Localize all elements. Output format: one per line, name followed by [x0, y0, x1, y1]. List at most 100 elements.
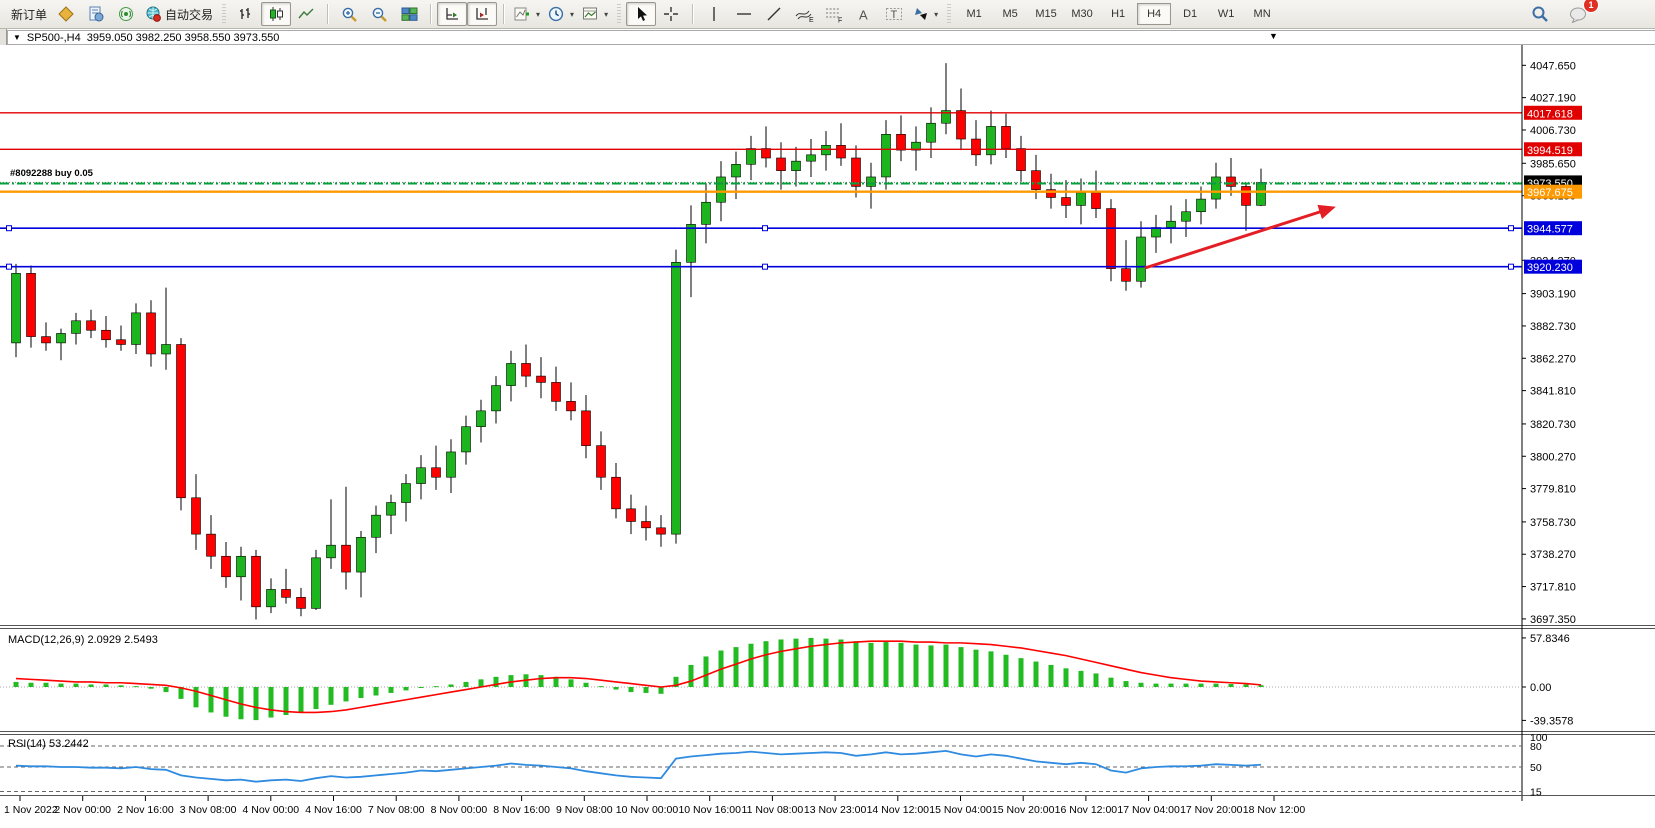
rsi-label: RSI(14) 53.2442 — [8, 738, 89, 750]
candle — [491, 385, 501, 412]
candle — [1076, 192, 1086, 206]
arrows-button[interactable]: ▾ — [909, 2, 942, 26]
new-order-button[interactable]: 新订单 — [7, 2, 51, 26]
timeframe-button-h4[interactable]: H4 — [1137, 3, 1172, 25]
candlestick-chart-button[interactable] — [261, 2, 292, 26]
timeframe-button-h1[interactable]: H1 — [1111, 8, 1126, 20]
timeframe-button-mn[interactable]: MN — [1253, 8, 1271, 20]
indicators-button[interactable]: ▾ — [510, 2, 544, 26]
text-button[interactable]: A — [849, 2, 879, 26]
timeframe-button-m5[interactable]: M5 — [1002, 8, 1018, 20]
macd-bar — [463, 681, 469, 687]
line-handle[interactable] — [1508, 263, 1514, 270]
candle — [1241, 186, 1251, 206]
candle — [641, 521, 651, 529]
text-label-button[interactable]: T — [879, 2, 909, 26]
zoom-out-button[interactable] — [364, 2, 394, 26]
templates-button[interactable]: ▾ — [578, 2, 612, 26]
macd-bar — [913, 644, 919, 687]
macd-bar — [1168, 683, 1174, 687]
trendline-button[interactable] — [759, 2, 789, 26]
candle — [701, 201, 711, 225]
line-handle[interactable] — [762, 225, 768, 232]
rsi-tick-label: 100 — [1530, 732, 1548, 744]
chart-area[interactable]: 4047.6504027.1904006.7303985.6503965.150… — [0, 45, 1655, 828]
notifications-button[interactable]: 1 — [1563, 0, 1599, 26]
macd-bar — [508, 675, 514, 687]
y-axis-tick-label: 3717.810 — [1530, 582, 1576, 594]
templates-dropdown-arrow[interactable]: ▾ — [604, 9, 609, 19]
timeframe-button-m15[interactable]: M15 — [1035, 8, 1057, 20]
macd-bar — [808, 637, 814, 687]
macd-bar — [673, 676, 679, 687]
auto-scroll-button[interactable] — [437, 2, 468, 26]
vertical-line-icon — [708, 6, 720, 22]
macd-histogram — [13, 637, 1264, 721]
periods-dropdown-arrow[interactable]: ▾ — [570, 9, 575, 19]
chart-shift-button[interactable] — [467, 2, 498, 26]
macd-bar — [958, 647, 964, 687]
timeframe-button-d1[interactable]: D1 — [1183, 8, 1198, 20]
candle — [206, 533, 216, 557]
notification-count-badge: 1 — [1583, 0, 1599, 13]
periods-button[interactable]: ▾ — [544, 2, 578, 26]
tile-windows-button[interactable] — [394, 2, 424, 26]
timeframe-button-w1[interactable]: W1 — [1217, 8, 1235, 20]
chart-shift-marker[interactable]: ▼ — [1269, 31, 1278, 41]
y-axis-tick-label: 4006.730 — [1530, 125, 1576, 137]
equidistant-channel-button[interactable]: E — [789, 2, 819, 26]
market-watch-button[interactable] — [51, 2, 81, 26]
data-window-button[interactable] — [81, 2, 111, 26]
macd-bar — [148, 687, 154, 689]
line-handle[interactable] — [1508, 225, 1514, 232]
line-handle[interactable] — [762, 263, 768, 270]
arrows-dropdown-arrow[interactable]: ▾ — [934, 9, 939, 19]
macd-bar — [703, 656, 709, 687]
chat-bubble-icon — [1569, 6, 1588, 23]
macd-bar — [688, 664, 694, 687]
macd-bar — [853, 641, 859, 687]
macd-bar — [403, 687, 409, 691]
macd-bar — [448, 684, 454, 687]
signal-broadcast-icon — [118, 6, 134, 22]
macd-bar — [1183, 683, 1189, 687]
chart-titlebar[interactable]: ▼ SP500-,H4 3959.050 3982.250 3958.550 3… — [7, 30, 1655, 45]
candle — [1046, 189, 1056, 198]
candle — [326, 544, 336, 559]
indicators-dropdown-arrow[interactable]: ▾ — [536, 9, 541, 19]
x-axis-label: 1 Nov 2022 — [4, 804, 58, 816]
zoom-in-button[interactable] — [334, 2, 364, 26]
search-icon — [1531, 5, 1549, 23]
candle — [1166, 220, 1176, 228]
candle — [71, 320, 81, 334]
line-handle[interactable] — [6, 225, 12, 232]
y-axis-tick-label: 3882.730 — [1530, 321, 1576, 333]
auto-trading-button[interactable]: 自动交易 — [141, 2, 217, 26]
symbol-period-label: SP500-,H4 — [26, 31, 81, 44]
candle — [656, 527, 666, 535]
line-handle[interactable] — [6, 263, 12, 270]
trend-arrow[interactable] — [1144, 204, 1336, 270]
vertical-line-button[interactable] — [699, 2, 729, 26]
line-chart-button[interactable] — [291, 2, 321, 26]
candle — [311, 557, 321, 609]
signals-button[interactable] — [111, 2, 141, 26]
search-button[interactable] — [1525, 2, 1555, 26]
timeframe-button-m30[interactable]: M30 — [1071, 8, 1093, 20]
macd-bar — [973, 649, 979, 687]
horizontal-line-button[interactable] — [729, 2, 759, 26]
candle — [86, 320, 96, 331]
fibonacci-button[interactable]: F — [819, 2, 849, 26]
svg-text:T: T — [891, 9, 898, 21]
collapse-triangle-icon[interactable]: ▼ — [13, 33, 21, 42]
x-axis-label: 18 Nov 12:00 — [1243, 804, 1306, 816]
crosshair-button[interactable] — [656, 2, 686, 26]
candle — [956, 110, 966, 140]
bar-chart-button[interactable] — [231, 2, 261, 26]
candle — [926, 122, 936, 143]
macd-bar — [748, 643, 754, 687]
macd-bar — [733, 647, 739, 687]
timeframe-button-m1[interactable]: M1 — [966, 8, 982, 20]
macd-bar — [493, 676, 499, 687]
cursor-button[interactable] — [626, 2, 657, 26]
